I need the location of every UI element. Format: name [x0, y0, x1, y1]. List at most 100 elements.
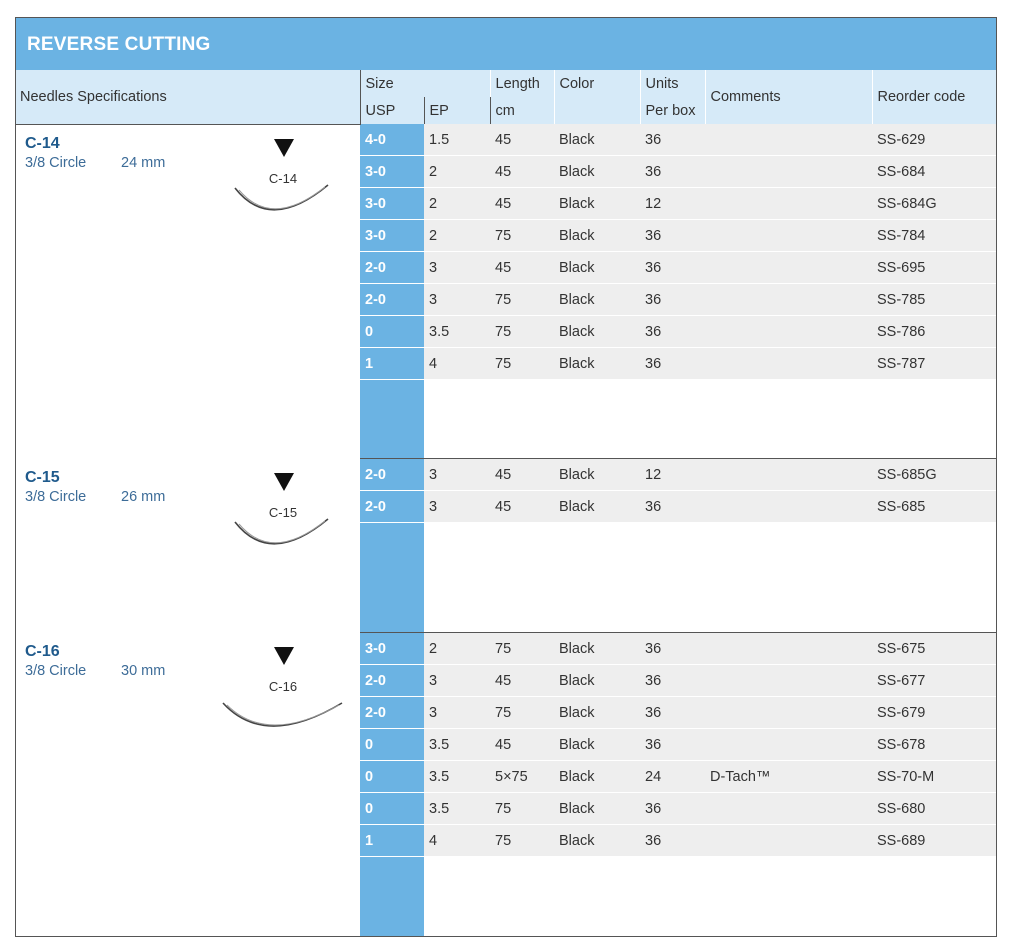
needle-name: C-15 [25, 469, 60, 486]
ep-cell: 3.5 [424, 760, 490, 793]
ep-cell: 4 [424, 824, 490, 857]
curved-needle-icon [234, 518, 329, 545]
ep-cell: 3 [424, 458, 490, 491]
length-header: Length [489, 70, 554, 97]
units-cell: 12 [640, 187, 705, 220]
units-cell: 36 [640, 219, 705, 252]
table-row: 2-0 3 45 Black 36 SS-695 [15, 251, 997, 284]
comments-cell [705, 124, 872, 156]
reorder-code-cell: SS-685 [872, 490, 997, 523]
ep-cell: 3 [424, 490, 490, 523]
units-sub-header: Per box [639, 97, 706, 124]
comments-cell [705, 632, 872, 665]
usp-cell: 1 [360, 824, 424, 857]
needle-spec-cell: C-15 3/8 Circle 26 mm C-15 [15, 458, 360, 633]
comments-cell [705, 490, 872, 523]
usp-cell: 2-0 [360, 490, 424, 523]
ep-cell: 1.5 [424, 124, 490, 156]
ep-cell: 3.5 [424, 315, 490, 348]
usp-cell: 0 [360, 792, 424, 825]
needle-diagram-icon: C-14 [234, 138, 329, 210]
reorder-code-cell: SS-684G [872, 187, 997, 220]
needle-spec-cell: C-14 3/8 Circle 24 mm C-14 [15, 124, 360, 459]
length-cell: 75 [490, 315, 554, 348]
comments-cell [705, 315, 872, 348]
usp-cell: 0 [360, 760, 424, 793]
length-cell: 75 [490, 347, 554, 380]
header-row-2: USP EP cm Per box [15, 97, 997, 124]
usp-cell: 0 [360, 315, 424, 348]
units-cell: 36 [640, 347, 705, 380]
usp-cell: 2-0 [360, 664, 424, 697]
group-filler-row [15, 379, 997, 459]
length-cell: 75 [490, 696, 554, 729]
units-cell: 36 [640, 490, 705, 523]
units-cell: 36 [640, 664, 705, 697]
color-cell: Black [554, 187, 640, 220]
length-cell: 75 [490, 632, 554, 665]
comments-cell [705, 458, 872, 491]
comments-cell [705, 728, 872, 761]
color-cell: Black [554, 824, 640, 857]
units-cell: 36 [640, 283, 705, 316]
color-cell: Black [554, 155, 640, 188]
comments-cell [705, 696, 872, 729]
curved-needle-icon [234, 183, 329, 210]
table-row: 2-0 3 75 Black 36 SS-679 [15, 696, 997, 729]
needles-spec-header: Needles Specifications [15, 70, 361, 125]
reorder-code-cell: SS-689 [872, 824, 997, 857]
units-cell: 36 [640, 696, 705, 729]
length-cell: 45 [490, 251, 554, 284]
ep-cell: 2 [424, 155, 490, 188]
needle-diagram-icon: C-15 [234, 473, 329, 545]
comments-cell [705, 283, 872, 316]
color-cell: Black [554, 728, 640, 761]
table-row: 1 4 75 Black 36 SS-689 [15, 824, 997, 857]
color-sub-header [553, 97, 640, 124]
color-cell: Black [554, 490, 640, 523]
ep-cell: 3 [424, 251, 490, 284]
comments-cell [705, 155, 872, 188]
ep-cell: 2 [424, 219, 490, 252]
length-cell: 5×75 [490, 760, 554, 793]
reorder-code-cell: SS-70-M [872, 760, 997, 793]
needle-size: 30 mm [121, 663, 166, 679]
table-row: 0 3.5 75 Black 36 SS-786 [15, 315, 997, 348]
table-row: C-15 3/8 Circle 26 mm C-15 2-0 3 45 Black 12 SS-6… [15, 458, 997, 633]
needle-diagram-label: C-14 [269, 171, 297, 186]
usp-cell: 2-0 [360, 458, 424, 491]
table-row: C-14 3/8 Circle 24 mm C-14 4-0 1.5 45 Black 36 SS… [15, 124, 997, 459]
length-cell: 45 [490, 155, 554, 188]
section-title: REVERSE CUTTING [27, 34, 211, 55]
usp-header: USP [360, 97, 425, 124]
comments-cell [705, 792, 872, 825]
length-cell: 75 [490, 219, 554, 252]
color-cell: Black [554, 760, 640, 793]
color-cell: Black [554, 458, 640, 491]
reorder-code-cell: SS-786 [872, 315, 997, 348]
table-row: 3-0 2 45 Black 36 SS-684 [15, 155, 997, 188]
table-row: 1 4 75 Black 36 SS-787 [15, 347, 997, 380]
reorder-code-cell: SS-684 [872, 155, 997, 188]
ep-cell: 3 [424, 283, 490, 316]
reorder-code-cell: SS-678 [872, 728, 997, 761]
reorder-code-cell: SS-680 [872, 792, 997, 825]
comments-cell [705, 187, 872, 220]
size-header: Size [360, 70, 490, 97]
reorder-header: Reorder code [871, 70, 997, 124]
color-cell: Black [554, 219, 640, 252]
reorder-code-cell: SS-677 [872, 664, 997, 697]
table-row: 0 3.5 75 Black 36 SS-680 [15, 792, 997, 825]
color-cell: Black [554, 696, 640, 729]
needle-curve: 3/8 Circle [25, 663, 87, 679]
cutting-triangle-icon [274, 473, 294, 491]
ep-header: EP [424, 97, 491, 124]
needle-spec-cell: C-16 3/8 Circle 30 mm C-16 [15, 632, 360, 938]
units-cell: 36 [640, 124, 705, 156]
needle-curve: 3/8 Circle [25, 154, 87, 171]
needle-curve: 3/8 Circle [25, 489, 87, 505]
needle-name: C-14 [25, 134, 60, 152]
header-row-1: Needles Specifications Size Length Color… [15, 70, 997, 125]
table-row: 3-0 2 75 Black 36 SS-784 [15, 219, 997, 252]
color-header: Color [553, 70, 640, 97]
